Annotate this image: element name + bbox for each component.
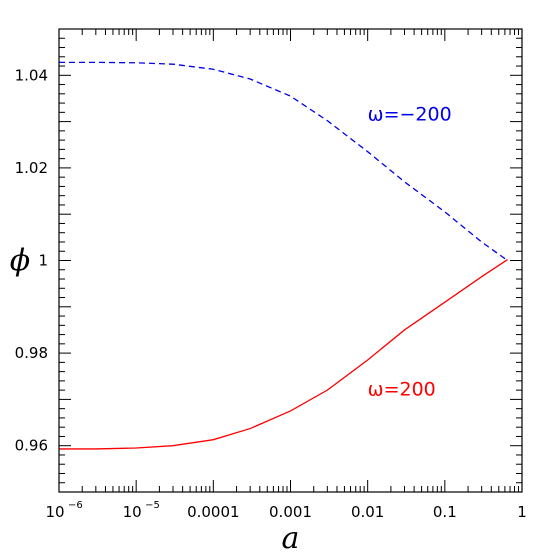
y-tick-label: 1 [38,252,48,270]
y-tick-label: 1.04 [15,66,48,84]
x-tick-label: 0.01 [351,503,384,521]
y-tick-label: 0.96 [15,437,48,455]
x-tick-label: 10 [123,503,142,521]
axis-ticks [58,28,523,493]
x-tick-label: 1 [517,503,527,521]
x-tick-label: 10 [45,503,64,521]
x-tick-label: 0.001 [269,503,312,521]
series-annotations: ω=−200 ω=200 [368,104,452,401]
plot-frame [58,28,523,493]
series-label-1: ω=200 [368,379,436,401]
y-axis-label: ϕ [10,244,30,279]
y-tick-label: 1.02 [15,159,48,177]
x-tick-label-exponent: −5 [145,500,160,511]
x-tick-label-exponent: −6 [68,500,83,511]
series-line-0 [59,61,508,262]
x-tick-label: 0.0001 [187,503,240,521]
x-axis-label: a [282,521,300,554]
series-line-1 [59,259,508,450]
series-layer [59,61,508,450]
y-tick-label: 0.98 [15,344,48,362]
tick-labels: 10 −6 10 −5 0.0001 0.001 0.01 0.1 10.960.9811.02… [15,66,527,521]
x-tick-label: 0.1 [433,503,457,521]
series-label-0: ω=−200 [368,104,452,126]
